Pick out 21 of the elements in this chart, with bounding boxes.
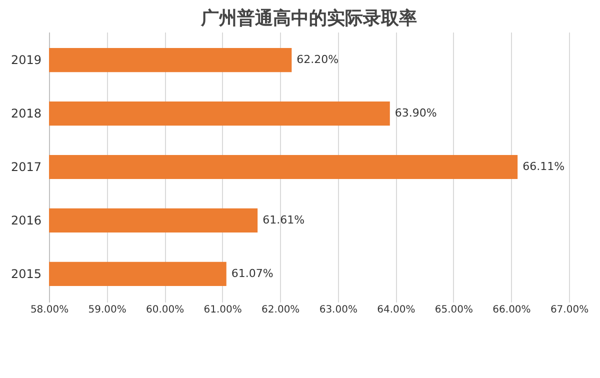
y-tick-label: 2019 <box>10 53 42 68</box>
x-tick-label: 59.00% <box>88 304 126 316</box>
data-label: 66.11% <box>522 160 565 173</box>
y-tick-label: 2018 <box>10 106 42 121</box>
chart-title: 广州普通高中的实际录取率 <box>200 8 417 29</box>
x-tick-label: 67.00% <box>550 304 589 316</box>
x-tick-label: 58.00% <box>30 304 69 316</box>
x-tick-label: 62.00% <box>262 304 300 316</box>
y-tick-label: 2016 <box>10 213 42 228</box>
y-tick-label: 2017 <box>10 160 42 174</box>
data-label: 62.20% <box>296 53 339 66</box>
x-tick-label: 65.00% <box>434 304 474 316</box>
x-tick-label: 60.00% <box>146 304 184 316</box>
x-tick-label: 66.00% <box>492 304 531 316</box>
x-tick-label: 64.00% <box>377 304 416 316</box>
x-tick-label: 63.00% <box>319 304 358 316</box>
x-tick-label: 61.00% <box>204 304 242 316</box>
y-tick-label: 2015 <box>10 266 42 281</box>
data-label: 63.90% <box>394 106 437 120</box>
data-label: 61.07% <box>231 266 274 280</box>
data-label: 61.61% <box>262 213 305 226</box>
